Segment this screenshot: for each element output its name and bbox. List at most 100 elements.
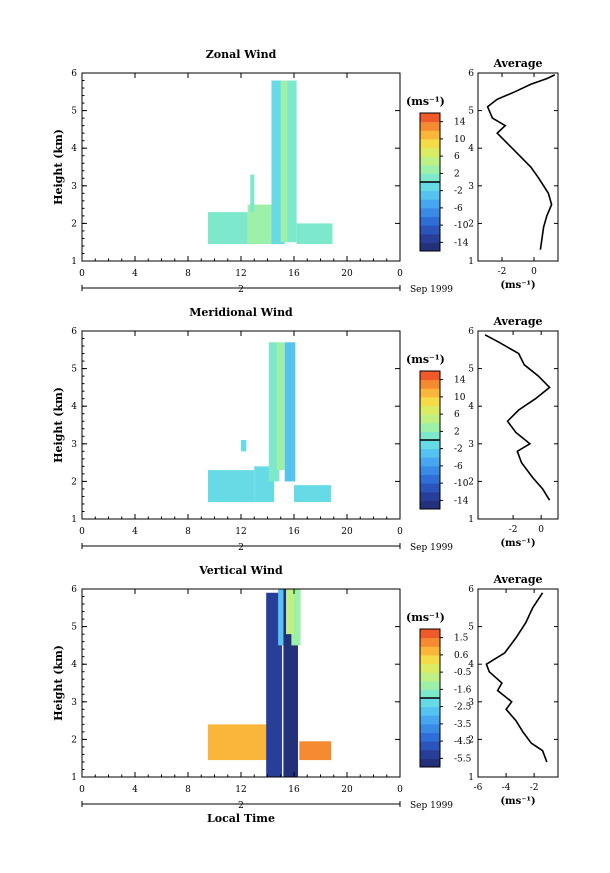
date-label: Sep 1999 — [410, 801, 453, 811]
average-x-tick-label: -4 — [502, 783, 511, 793]
average-title: Average — [492, 57, 542, 70]
average-x-label: (ms⁻¹) — [500, 796, 535, 807]
colorbar-swatch — [420, 190, 440, 200]
average-x-tick-label: 0 — [538, 525, 544, 535]
heat-region — [207, 470, 255, 503]
panel-title: Meridional Wind — [189, 306, 293, 319]
colorbar-swatch — [420, 706, 440, 716]
x-tick-label: 16 — [288, 527, 300, 537]
x-tick-label: 12 — [235, 269, 246, 279]
date-label: Sep 1999 — [410, 285, 453, 295]
colorbar-swatch — [420, 164, 440, 174]
panel-title: Vertical Wind — [198, 564, 283, 577]
average-y-tick-label: 1 — [468, 773, 474, 783]
colorbar-tick-label: -2.5 — [454, 703, 472, 713]
y-axis-label: Height (km) — [52, 129, 65, 205]
colorbar-tick-label: 0.6 — [454, 651, 469, 661]
average-profile-line — [484, 334, 551, 501]
y-axis-label: Height (km) — [52, 387, 65, 463]
average-x-tick-label: -2 — [498, 267, 507, 277]
y-tick-label: 6 — [71, 69, 77, 79]
colorbar-swatch — [420, 483, 440, 493]
panel-title: Zonal Wind — [206, 48, 277, 61]
x-tick-label: 4 — [132, 269, 138, 279]
colorbar-tick-label: -2 — [454, 187, 463, 197]
heat-region — [280, 80, 291, 243]
average-y-tick-label: 3 — [468, 182, 474, 192]
colorbar-swatch — [420, 448, 440, 458]
average-x-label: (ms⁻¹) — [500, 280, 535, 291]
colorbar-swatch — [420, 216, 440, 226]
x-tick-label: 0 — [79, 269, 85, 279]
heat-region — [296, 223, 333, 245]
colorbar-swatch — [420, 242, 440, 252]
average-y-tick-label: 2 — [468, 219, 474, 229]
colorbar-swatch — [420, 199, 440, 209]
x-tick-label: 8 — [185, 269, 191, 279]
colorbar-swatch — [420, 207, 440, 217]
y-tick-label: 5 — [71, 365, 77, 375]
colorbar-swatch — [420, 689, 440, 699]
colorbar-swatch — [420, 371, 440, 381]
average-frame — [477, 72, 559, 262]
y-tick-label: 6 — [71, 585, 77, 595]
y-tick-label: 3 — [71, 440, 77, 450]
colorbar-swatch — [420, 130, 440, 140]
average-y-tick-label: 6 — [468, 585, 474, 595]
colorbar-unit: (ms⁻¹) — [406, 611, 445, 624]
day-label: 2 — [238, 543, 244, 553]
y-tick-label: 2 — [71, 735, 77, 745]
colorbar-swatch — [420, 182, 440, 192]
colorbar-swatch — [420, 723, 440, 733]
x-tick-label: 8 — [185, 527, 191, 537]
colorbar-tick-label: -5.5 — [454, 754, 472, 764]
x-tick-label: 20 — [341, 269, 353, 279]
y-tick-label: 1 — [71, 515, 77, 525]
colorbar-tick-label: -4.5 — [454, 737, 472, 747]
date-label: Sep 1999 — [410, 543, 453, 553]
x-tick-label: 4 — [132, 527, 138, 537]
colorbar-tick-label: -3.5 — [454, 720, 472, 730]
colorbar-swatch — [420, 654, 440, 664]
colorbar-swatch — [420, 147, 440, 157]
colorbar-tick-label: -10 — [454, 221, 469, 231]
y-tick-label: 6 — [71, 327, 77, 337]
average-y-tick-label: 2 — [468, 735, 474, 745]
y-tick-label: 3 — [71, 698, 77, 708]
colorbar-swatch — [420, 233, 440, 243]
colorbar-tick-label: -6 — [454, 204, 463, 214]
heat-region — [299, 741, 332, 761]
y-tick-label: 4 — [71, 144, 77, 154]
average-y-tick-label: 6 — [468, 327, 474, 337]
average-title: Average — [492, 573, 542, 586]
colorbar-swatch — [420, 422, 440, 432]
heat-region — [250, 174, 255, 213]
colorbar-swatch — [420, 465, 440, 475]
colorbar-tick-label: -10 — [454, 479, 469, 489]
y-tick-label: 1 — [71, 257, 77, 267]
average-y-tick-label: 3 — [468, 440, 474, 450]
colorbar-tick-label: 1.5 — [454, 634, 469, 644]
colorbar-tick-label: 6 — [454, 152, 460, 162]
colorbar-swatch — [420, 715, 440, 725]
colorbar-swatch — [420, 698, 440, 708]
colorbar-swatch — [420, 414, 440, 424]
colorbar-swatch — [420, 758, 440, 768]
heat-region — [287, 80, 297, 243]
heat-region — [207, 724, 268, 761]
heat-region — [284, 342, 296, 482]
colorbar-swatch — [420, 121, 440, 131]
average-y-tick-label: 4 — [468, 660, 474, 670]
colorbar-swatch — [420, 672, 440, 682]
colorbar-swatch — [420, 732, 440, 742]
x-axis-label: Local Time — [207, 812, 275, 825]
heat-region — [278, 589, 284, 646]
average-y-tick-label: 1 — [468, 515, 474, 525]
average-x-tick-label: -2 — [530, 783, 539, 793]
colorbar-swatch — [420, 396, 440, 406]
average-frame — [477, 330, 559, 520]
colorbar-swatch — [420, 680, 440, 690]
average-y-tick-label: 4 — [468, 144, 474, 154]
x-tick-label: 0 — [79, 785, 85, 795]
